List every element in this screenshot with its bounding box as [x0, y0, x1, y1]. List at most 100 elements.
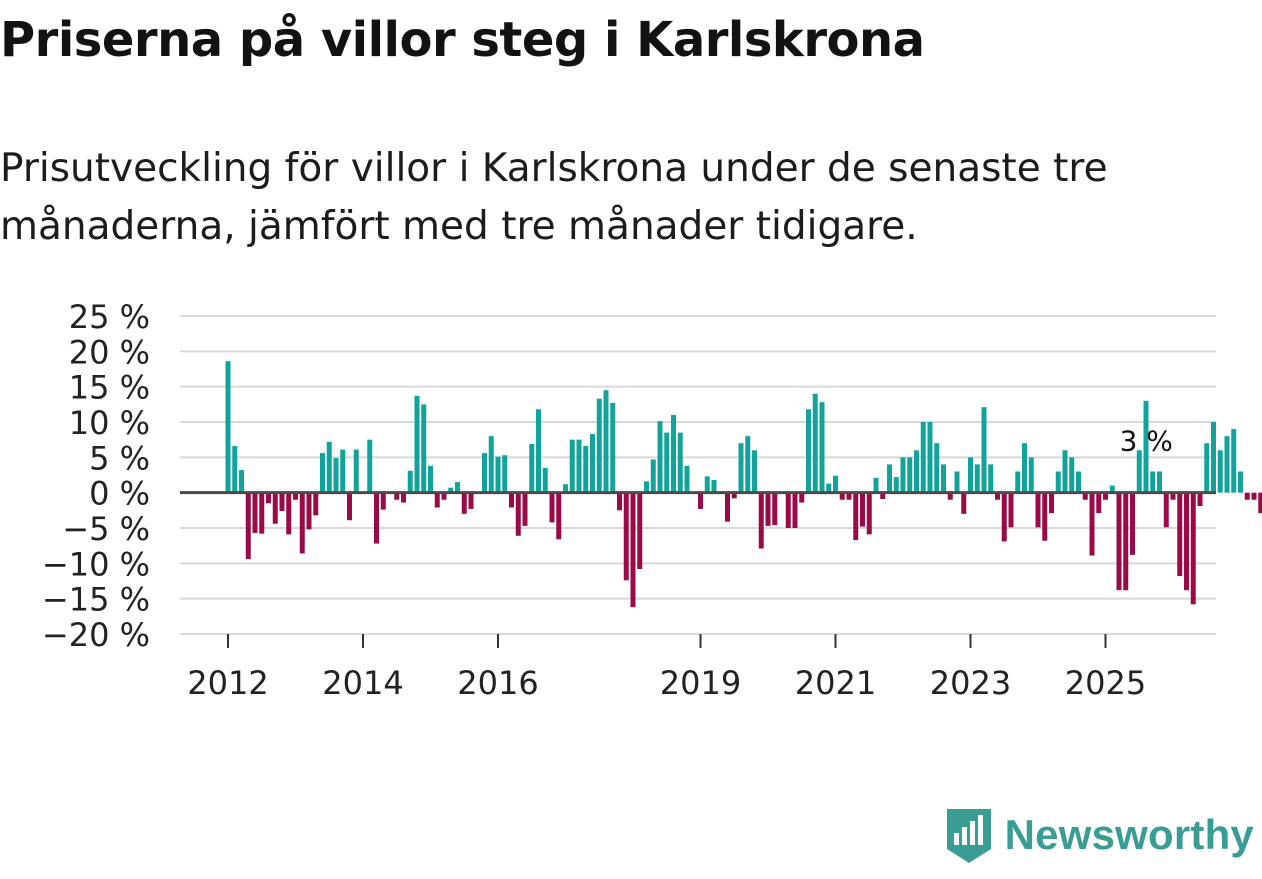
- bar: [495, 456, 501, 493]
- bar: [664, 432, 670, 493]
- y-axis-tick-labels: −20 %−15 %−10 %−5 %0 %5 %10 %15 %20 %25 …: [42, 298, 150, 654]
- bar: [1076, 471, 1081, 493]
- bar: [725, 492, 730, 522]
- bar: [394, 492, 400, 500]
- bar: [745, 436, 751, 493]
- bar: [1069, 457, 1075, 493]
- bar: [954, 471, 960, 493]
- bar: [1190, 492, 1196, 605]
- bar: [833, 475, 838, 493]
- x-tick-label: 2012: [187, 664, 268, 702]
- bar: [738, 443, 744, 493]
- bar: [1244, 492, 1250, 500]
- bar: [974, 464, 980, 493]
- bar: [522, 492, 528, 526]
- bar: [799, 492, 805, 503]
- bar: [1022, 443, 1027, 493]
- bar: [563, 484, 568, 493]
- bar: [266, 492, 271, 504]
- bar: [576, 439, 582, 493]
- bar: [839, 492, 845, 500]
- bar: [286, 492, 292, 535]
- x-axis-ticks: 2012 2014 2016 2019 2021 2023 2025: [187, 634, 1146, 702]
- bar: [1116, 492, 1122, 591]
- bar: [846, 492, 852, 500]
- bar: [731, 492, 737, 499]
- bar: [252, 492, 258, 533]
- bar: [367, 439, 373, 493]
- bar: [704, 476, 710, 493]
- y-tick-label: −10 %: [42, 545, 150, 583]
- bar: [380, 492, 386, 510]
- bar: [684, 465, 690, 493]
- bar: [1055, 471, 1061, 493]
- chart-title: Priserna på villor steg i Karlskrona: [0, 12, 925, 68]
- bar: [299, 492, 305, 554]
- y-tick-label: −20 %: [42, 616, 150, 654]
- bar: [1049, 492, 1054, 514]
- bar: [1197, 492, 1203, 507]
- bar: [529, 443, 535, 493]
- bar: [610, 402, 616, 493]
- bar: [792, 492, 798, 528]
- bar: [1089, 492, 1095, 556]
- bar: [1217, 450, 1223, 493]
- bar: [961, 492, 967, 514]
- bar: [657, 421, 663, 493]
- x-tick-label: 2025: [1065, 664, 1146, 702]
- bar: [752, 450, 757, 493]
- y-tick-label: 0 %: [89, 475, 150, 513]
- bar: [232, 446, 238, 493]
- bar: [401, 492, 406, 503]
- bar: [1231, 429, 1237, 493]
- bar: [785, 492, 791, 528]
- bar: [873, 477, 879, 493]
- bar: [995, 492, 1000, 500]
- brand-name: Newsworthy: [1004, 811, 1254, 858]
- bar: [509, 492, 514, 508]
- bar: [1238, 471, 1243, 493]
- x-tick-label: 2014: [322, 664, 403, 702]
- bar: [306, 492, 312, 530]
- newsworthy-logo-icon: [946, 809, 991, 863]
- bar: [1258, 492, 1262, 514]
- bar: [1015, 471, 1021, 493]
- bar: [981, 407, 987, 493]
- bar: [1096, 492, 1102, 514]
- bar: [1150, 471, 1156, 493]
- bar: [765, 492, 771, 526]
- bar: [1035, 492, 1041, 528]
- bar: [1123, 492, 1129, 591]
- bar: [650, 459, 656, 493]
- bar: [698, 492, 703, 509]
- bar: [1062, 450, 1068, 493]
- bar: [1103, 492, 1108, 500]
- bar: [293, 492, 298, 500]
- bar: [441, 492, 447, 500]
- bar: [320, 453, 325, 493]
- bar: [245, 492, 251, 560]
- bar: [225, 361, 231, 493]
- y-tick-label: 10 %: [69, 404, 150, 442]
- x-tick-label: 2016: [457, 664, 538, 702]
- bar: [711, 479, 717, 493]
- bar: [812, 393, 818, 493]
- bar: [1177, 492, 1183, 577]
- bar: [468, 492, 474, 509]
- bar: [421, 404, 427, 493]
- bar: [1163, 492, 1169, 528]
- bar: [880, 492, 886, 500]
- bar: [1136, 450, 1142, 493]
- bar: [279, 492, 285, 512]
- bar: [644, 481, 649, 493]
- x-tick-label: 2019: [660, 664, 741, 702]
- annotation-group: 3 %: [1120, 424, 1173, 457]
- bar: [583, 446, 589, 493]
- bar: [1251, 492, 1257, 500]
- bar: [353, 449, 359, 493]
- y-tick-label: 5 %: [89, 439, 150, 477]
- bar: [313, 492, 319, 516]
- y-tick-label: 25 %: [69, 298, 150, 336]
- bar: [461, 492, 467, 514]
- bar: [934, 443, 940, 493]
